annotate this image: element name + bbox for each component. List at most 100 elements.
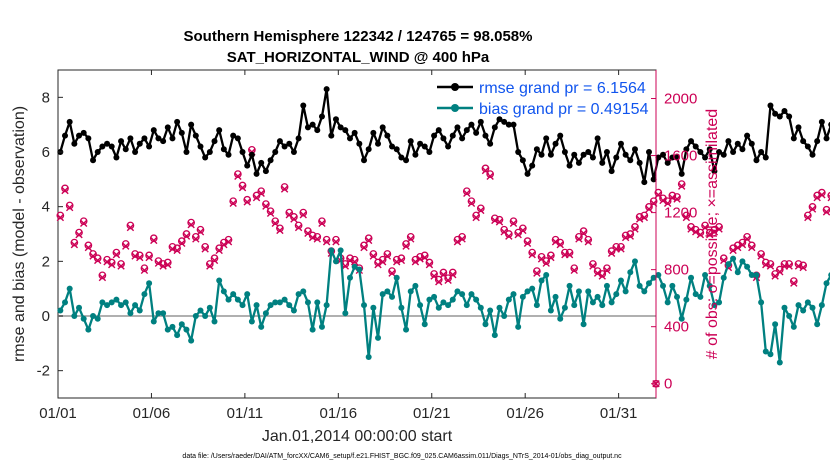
obs-assimilated-point [598,272,606,280]
obs-possible-point [570,264,579,273]
bias-point [66,285,73,292]
bias-series [57,247,830,366]
bias-point [136,307,143,314]
obs-possible-point [93,254,102,263]
rmse-point [482,132,489,139]
bias-point [342,310,349,317]
obs-possible-point [654,188,663,197]
bias-point [290,307,297,314]
obs-assimilated-point [631,225,639,233]
x-tick-label: 01/21 [413,405,451,422]
bias-point [669,282,676,289]
obs-assimilated-point [388,269,396,277]
bias-point [772,321,779,328]
obs-possible-point [182,230,191,238]
bias-point [318,323,325,330]
rmse-point [515,149,522,155]
obs-assimilated-point [617,245,625,253]
obs-assimilated-point [238,183,247,192]
y-tick-label: 8 [42,89,50,106]
obs-assimilated-point [397,256,406,265]
bias-point [510,291,517,298]
rmse-point [636,159,643,166]
obs-possible-point [434,275,443,284]
obs-possible-point [528,248,537,257]
bias-point [501,313,508,319]
obs-assimilated-point [224,238,233,246]
obs-possible-point [430,270,438,278]
rmse-point [758,149,765,155]
bias-point [445,302,452,309]
bias-point [454,288,461,295]
bias-point [80,315,87,322]
bias-point [809,304,816,311]
obs-possible-point [500,225,509,234]
rmse-point [603,149,610,155]
bias-point [585,288,592,295]
obs-possible-point [360,241,368,250]
bias-point [636,282,643,289]
rmse-point [361,157,368,164]
rmse-point [216,127,223,134]
rmse-point [608,168,615,175]
rmse-point [589,154,596,161]
obs-possible-point [65,201,74,210]
rmse-point [800,138,807,145]
rmse-point [141,135,148,142]
obs-possible-point [631,223,639,231]
obs-assimilated-point [673,195,681,203]
rmse-point [776,113,783,120]
rmse-point [473,129,480,136]
obs-assimilated-point [61,186,69,195]
rmse-point [122,146,129,153]
obs-possible-point [84,241,93,250]
bias-point [725,261,732,268]
bias-point [762,348,769,355]
rmse-point [786,113,793,120]
obs-assimilated-point [425,260,434,269]
bias-point [702,272,709,278]
rmse-point [155,135,162,142]
bias-point [412,282,419,289]
obs-possible-point [98,271,107,280]
obs-assimilated-point [75,231,83,239]
obs-assimilated-point [56,213,65,222]
rmse-point [90,157,97,164]
rmse-point [459,135,466,142]
rmse-point [85,135,92,142]
bias-point [216,277,223,284]
bias-point [398,304,405,311]
bias-point [192,313,199,319]
obs-possible-point [818,188,826,197]
obs-possible-point [425,258,434,267]
bias-point [697,293,704,300]
rmse-point [113,154,120,161]
obs-possible-point [346,254,354,263]
x-tick-label: 01/31 [600,405,638,422]
bias-point [393,274,400,281]
rmse-point [365,146,372,153]
rmse-point [304,124,311,131]
bias-point [239,302,246,309]
obs-assimilated-point [182,232,191,240]
footnote: data file: /Users/raeder/DAI/ATM_forcXX/… [182,453,622,460]
obs-assimilated-point [472,213,480,222]
rmse-point [767,102,774,109]
rmse-point [253,170,260,177]
rmse-point [599,159,606,166]
bias-point [356,266,363,273]
bias-point [328,247,335,254]
rmse-point [192,132,199,139]
obs-possible-point [299,208,308,217]
bias-point [603,282,610,289]
obs-assimilated-point [383,252,392,260]
bias-point [183,326,190,333]
obs-possible-point [519,224,527,233]
rmse-point [496,116,503,123]
obs-assimilated-point [126,223,135,232]
bias-point [323,302,330,309]
rmse-point [174,118,181,125]
bias-point [674,293,681,300]
obs-possible-point [504,230,513,238]
rmse-point [739,146,746,153]
